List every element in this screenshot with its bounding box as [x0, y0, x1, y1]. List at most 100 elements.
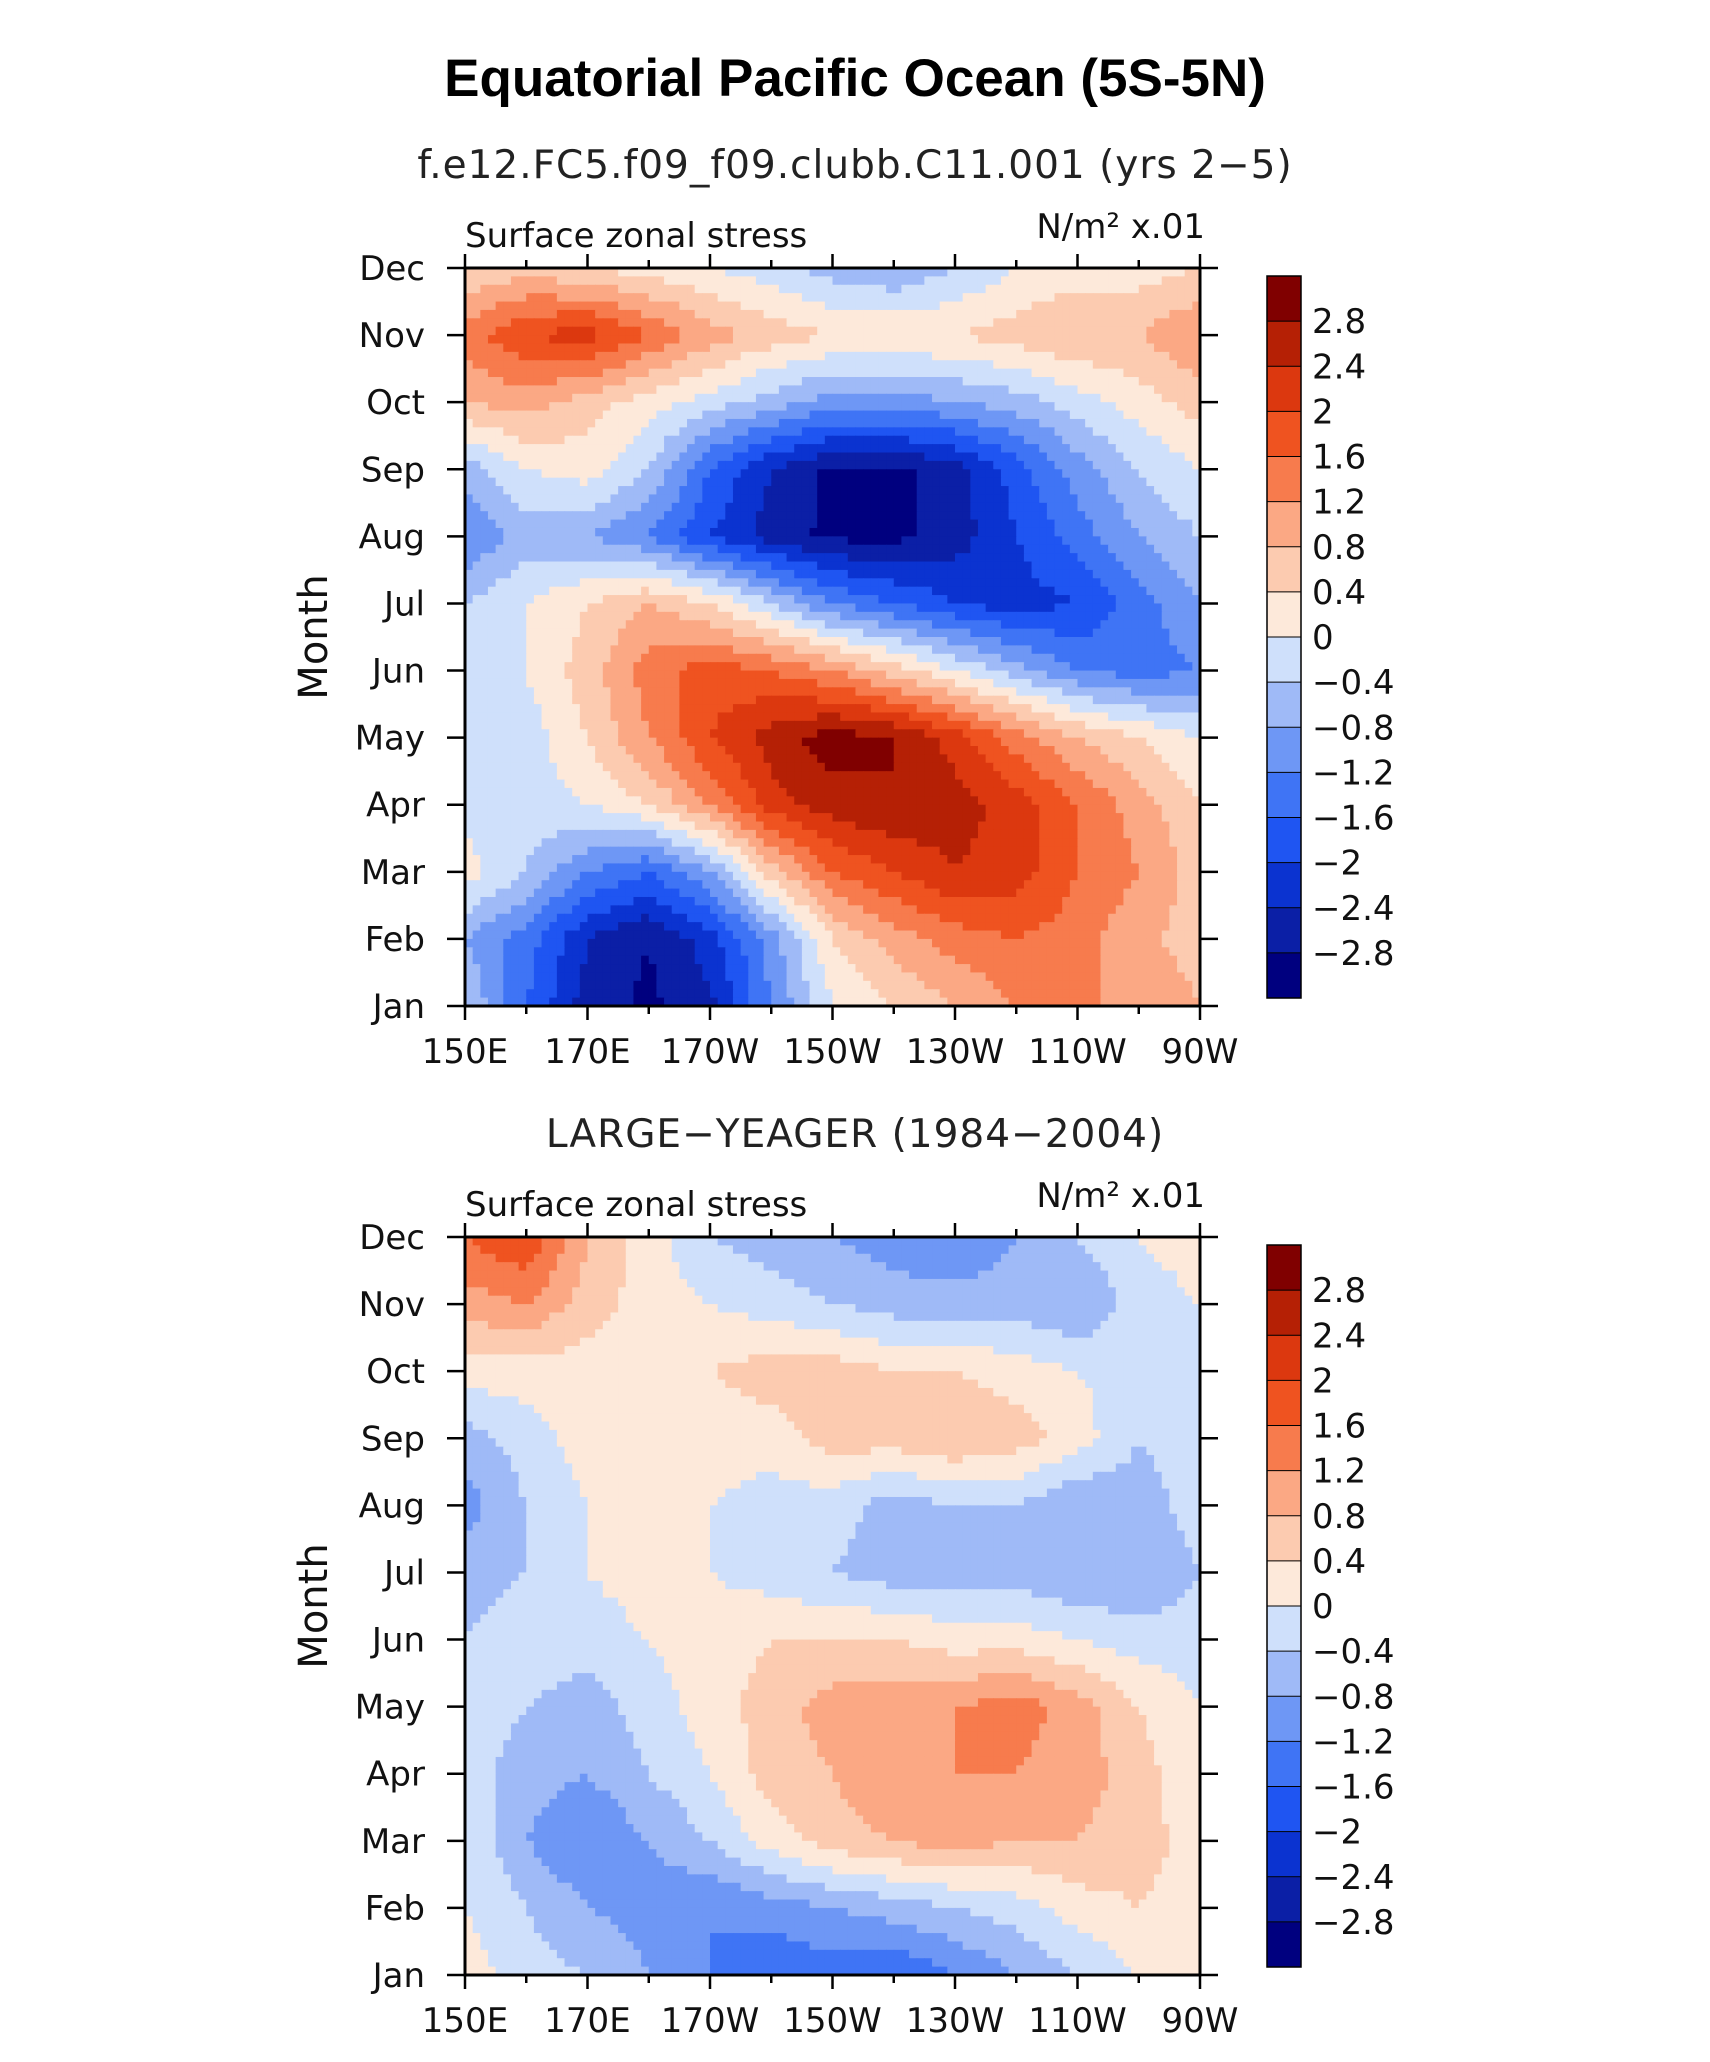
contour-cell — [503, 570, 511, 579]
contour-cell — [787, 662, 795, 671]
contour-cell — [940, 494, 948, 503]
contour-cell — [565, 679, 573, 688]
contour-cell — [1001, 612, 1009, 621]
contour-cell — [572, 478, 580, 487]
contour-cell — [932, 436, 940, 445]
contour-cell — [1123, 662, 1131, 671]
contour-cell — [725, 545, 733, 554]
contour-cell — [580, 578, 588, 587]
contour-cell — [649, 427, 657, 436]
contour-cell — [534, 603, 542, 612]
contour-cell — [526, 671, 534, 680]
contour-cell — [932, 461, 940, 470]
contour-cell — [1093, 587, 1101, 596]
contour-cell — [802, 587, 810, 596]
contour-cell — [1123, 570, 1131, 579]
contour-cell — [695, 662, 703, 671]
contour-cell — [901, 444, 909, 453]
contour-cell — [503, 553, 511, 562]
contour-cell — [932, 427, 940, 436]
contour-cell — [1162, 570, 1170, 579]
contour-cell — [963, 595, 971, 604]
contour-cell — [932, 360, 940, 369]
contour-cell — [917, 276, 925, 285]
contour-cell — [794, 536, 802, 545]
contour-cell — [802, 494, 810, 503]
contour-cell — [702, 327, 710, 336]
contour-cell — [986, 637, 994, 646]
contour-cell — [496, 411, 504, 420]
contour-cell — [480, 394, 488, 403]
contour-cell — [1024, 511, 1032, 520]
contour-cell — [1123, 310, 1131, 319]
contour-cell — [1055, 629, 1063, 638]
contour-cell — [771, 687, 779, 696]
contour-cell — [886, 511, 894, 520]
contour-cell — [687, 595, 695, 604]
contour-cell — [1055, 352, 1063, 361]
contour-cell — [1108, 453, 1116, 462]
contour-cell — [1093, 285, 1101, 294]
contour-cell — [932, 402, 940, 411]
contour-cell — [947, 343, 955, 352]
contour-cell — [810, 394, 818, 403]
contour-cell — [1154, 494, 1162, 503]
contour-cell — [473, 285, 481, 294]
contour-cell — [993, 318, 1001, 327]
contour-cell — [871, 385, 879, 394]
contour-cell — [480, 444, 488, 453]
contour-cell — [963, 603, 971, 612]
contour-cell — [810, 385, 818, 394]
contour-cell — [580, 293, 588, 302]
contour-cell — [656, 419, 664, 428]
contour-cell — [825, 436, 833, 445]
contour-cell — [1139, 310, 1147, 319]
contour-cell — [1085, 687, 1093, 696]
contour-cell — [626, 427, 634, 436]
contour-cell — [542, 453, 550, 462]
contour-cell — [718, 578, 726, 587]
contour-cell — [557, 494, 565, 503]
contour-cell — [557, 461, 565, 470]
contour-cell — [1039, 696, 1047, 705]
contour-cell — [955, 528, 963, 537]
contour-cell — [855, 377, 863, 386]
contour-cell — [825, 402, 833, 411]
contour-cell — [1093, 671, 1101, 680]
contour-cell — [1177, 318, 1185, 327]
contour-cell — [855, 385, 863, 394]
contour-cell — [756, 343, 764, 352]
contour-cell — [924, 654, 932, 663]
contour-cell — [1093, 570, 1101, 579]
contour-cell — [1047, 285, 1055, 294]
contour-cell — [702, 453, 710, 462]
contour-cell — [970, 276, 978, 285]
contour-cell — [687, 662, 695, 671]
contour-cell — [963, 276, 971, 285]
contour-cell — [1055, 411, 1063, 420]
contour-cell — [542, 553, 550, 562]
contour-cell — [802, 276, 810, 285]
contour-cell — [840, 603, 848, 612]
contour-cell — [978, 671, 986, 680]
contour-cell — [1169, 553, 1177, 562]
contour-cell — [978, 528, 986, 537]
contour-cell — [595, 293, 603, 302]
contour-cell — [1078, 578, 1086, 587]
contour-cell — [702, 511, 710, 520]
contour-cell — [496, 327, 504, 336]
contour-cell — [894, 511, 902, 520]
contour-cell — [503, 369, 511, 378]
contour-cell — [940, 553, 948, 562]
contour-cell — [932, 302, 940, 311]
contour-cell — [1146, 285, 1154, 294]
contour-cell — [840, 679, 848, 688]
contour-cell — [702, 276, 710, 285]
contour-cell — [641, 360, 649, 369]
contour-cell — [779, 587, 787, 596]
contour-cell — [748, 528, 756, 537]
contour-cell — [626, 377, 634, 386]
contour-cell — [649, 394, 657, 403]
contour-cell — [1078, 427, 1086, 436]
contour-cell — [549, 637, 557, 646]
